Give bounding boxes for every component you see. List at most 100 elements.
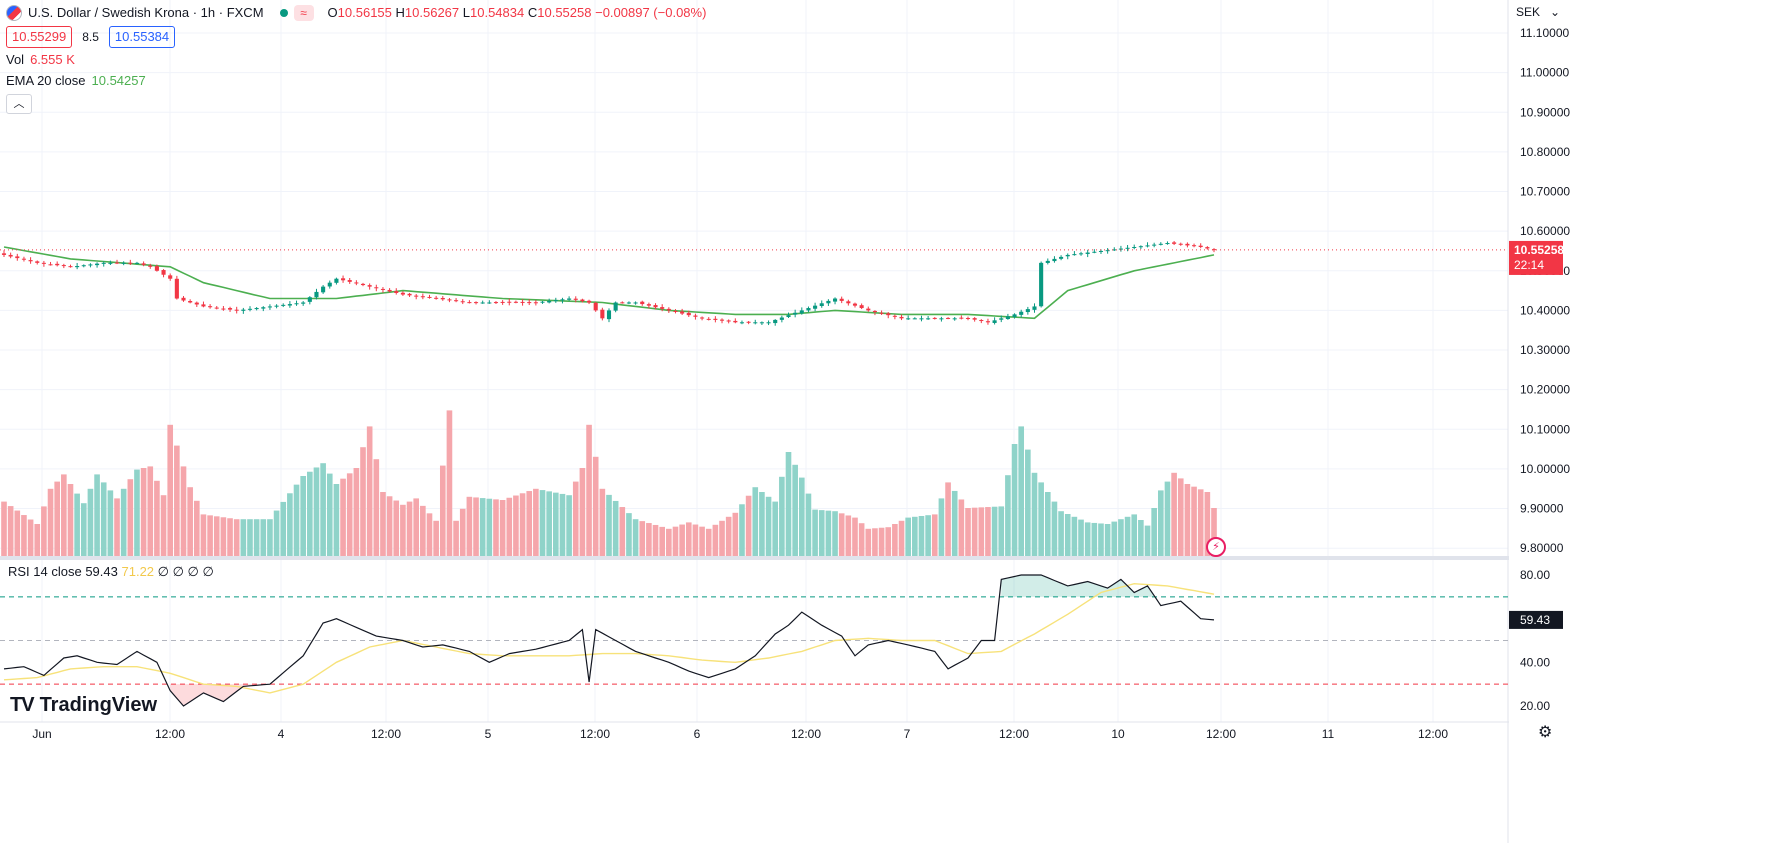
candle-body: [267, 306, 272, 308]
volume-bar: [792, 464, 798, 556]
price-tick-label: 10.30000: [1520, 343, 1570, 357]
candle-body: [307, 297, 312, 302]
volume-bar: [1111, 521, 1118, 556]
candle-body: [753, 322, 758, 324]
candle-body: [786, 315, 791, 318]
chart-legend: U.S. Dollar / Swedish Krona · 1h · FXCM …: [6, 4, 706, 114]
candle-body: [281, 304, 286, 306]
candle-body: [487, 302, 492, 304]
candle-body: [1185, 243, 1190, 246]
candle-body: [832, 298, 838, 302]
volume-bar: [579, 468, 586, 556]
volume-bar: [1138, 520, 1144, 556]
volume-bar: [918, 516, 925, 556]
volume-bar: [619, 507, 626, 556]
volume-bar: [572, 481, 579, 556]
candle-body: [1019, 311, 1024, 315]
close-value: 10.55258: [537, 5, 592, 20]
candle-body: [1032, 306, 1037, 310]
currency-selector[interactable]: SEK ⌄: [1510, 2, 1566, 22]
candle-body: [520, 301, 525, 303]
volume-bar: [912, 516, 918, 556]
price-tick-label: 10.40000: [1520, 303, 1570, 317]
candle-body: [700, 317, 705, 319]
time-tick-label: Jun: [32, 727, 51, 741]
chevron-up-icon[interactable]: ︿: [6, 94, 32, 114]
volume-bar: [41, 506, 47, 556]
buy-price-button[interactable]: 10.55384: [108, 26, 176, 48]
candle-body: [1098, 250, 1104, 252]
ema-legend[interactable]: EMA 20 close 10.54257: [6, 72, 706, 90]
volume-bars: [1, 410, 1217, 556]
wave-icon[interactable]: ≈: [293, 5, 314, 21]
candle-body: [547, 300, 552, 303]
rsi-oversold-fill: [170, 684, 264, 706]
volume-bar: [300, 476, 306, 556]
volume-bar: [1044, 492, 1051, 556]
candlesticks: [0, 241, 1508, 326]
price-tick-label: 10.90000: [1520, 105, 1570, 119]
candle-body: [580, 299, 585, 302]
candle-body: [55, 263, 60, 266]
volume-bar: [1118, 519, 1124, 556]
tradingview-logo[interactable]: TV TradingView: [10, 694, 157, 717]
candle-body: [826, 300, 831, 304]
volume-bar: [1098, 523, 1104, 556]
volume-bar: [1197, 489, 1204, 556]
volume-bar: [253, 519, 260, 556]
candle-body: [886, 313, 891, 316]
volume-bar: [187, 487, 193, 556]
volume-bar: [1051, 501, 1058, 556]
candle-body: [892, 315, 897, 317]
volume-bar: [978, 507, 985, 556]
volume-bar: [426, 513, 433, 556]
rsi-tick-label: 20.00: [1520, 699, 1550, 713]
candle-body: [61, 265, 66, 267]
volume-bar: [114, 498, 120, 556]
candle-body: [261, 307, 266, 309]
ema-20-path: [3, 246, 1215, 320]
candle-body: [666, 308, 671, 311]
candle-body: [852, 303, 858, 306]
candle-body: [128, 262, 133, 264]
close-label: C: [527, 5, 538, 20]
volume-bar: [74, 493, 80, 556]
volume-bar: [566, 495, 572, 556]
volume-bar: [672, 526, 679, 556]
candle-body: [1192, 245, 1197, 247]
volume-bar: [353, 468, 360, 556]
lightning-icon[interactable]: ⚡: [1206, 537, 1226, 557]
volume-bar: [958, 499, 965, 556]
volume-bar: [7, 506, 14, 556]
time-tick-label: 12:00: [371, 727, 401, 741]
symbol-title[interactable]: U.S. Dollar / Swedish Krona · 1h · FXCM: [28, 5, 264, 20]
candle-body: [174, 278, 179, 299]
candle-body: [81, 265, 86, 267]
ema-value: 10.54257: [91, 73, 146, 88]
rsi-value-label-bg: [1509, 610, 1563, 629]
volume-bar: [61, 474, 67, 556]
volume-bar: [233, 519, 240, 556]
volume-bar: [1064, 514, 1071, 556]
candle-body: [134, 262, 140, 264]
volume-bar: [798, 477, 805, 556]
candle-body: [693, 315, 698, 317]
candle-body: [872, 310, 877, 312]
candle-body: [1132, 247, 1137, 249]
gear-icon[interactable]: ⚙: [1538, 724, 1553, 741]
candle-body: [813, 305, 818, 309]
volume-legend[interactable]: Vol 6.555 K: [6, 51, 706, 69]
time-tick-label: 6: [694, 727, 701, 741]
volume-bar: [340, 478, 346, 556]
volume-bar: [313, 467, 320, 556]
sell-price-button[interactable]: 10.55299: [6, 26, 73, 48]
candle-body: [560, 299, 565, 301]
volume-bar: [180, 466, 187, 556]
rsi-legend[interactable]: RSI 14 close 59.43 71.22 ∅ ∅ ∅ ∅: [8, 564, 214, 580]
time-tick-label: 7: [904, 727, 911, 741]
high-label: H: [395, 5, 405, 20]
chevron-down-icon: ⌄: [1549, 5, 1560, 19]
candle-body: [121, 262, 126, 264]
symbol-row: U.S. Dollar / Swedish Krona · 1h · FXCM …: [6, 4, 706, 22]
